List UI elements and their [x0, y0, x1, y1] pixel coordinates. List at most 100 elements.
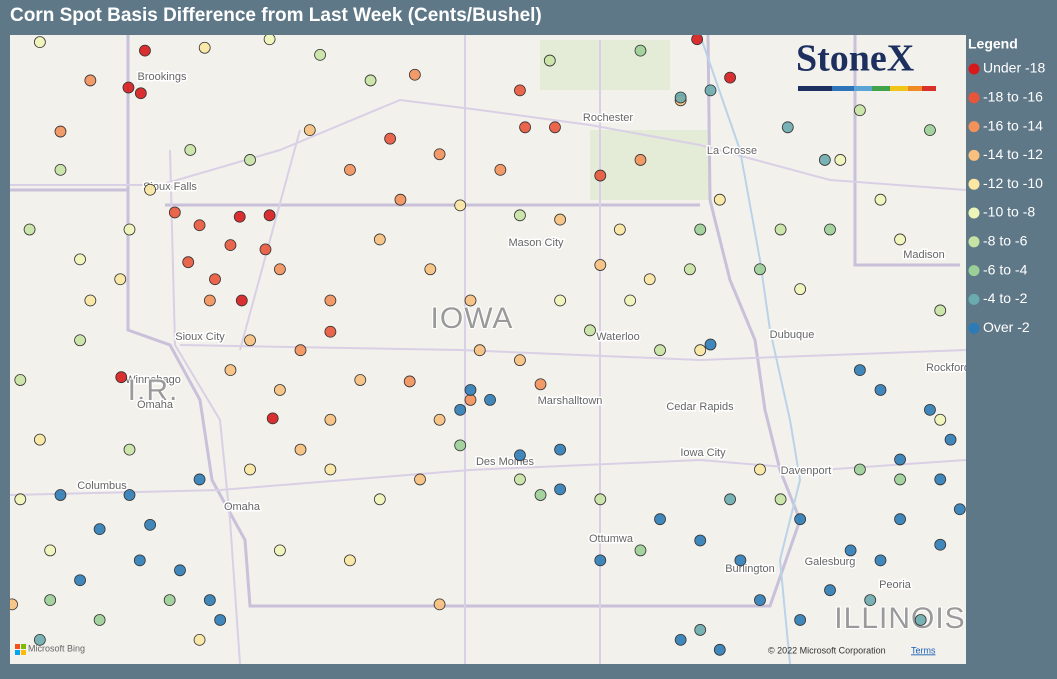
location-dot	[674, 91, 687, 104]
terms-link[interactable]: Terms	[911, 645, 936, 655]
points	[10, 35, 966, 656]
map-background	[10, 35, 966, 664]
place-label: Brookings	[138, 71, 187, 83]
location-dot	[519, 121, 531, 134]
legend-swatch	[968, 236, 980, 248]
location-dot	[193, 473, 206, 486]
location-dot	[894, 453, 906, 466]
location-dot	[10, 598, 18, 611]
location-dot	[818, 154, 831, 166]
location-dot	[824, 584, 836, 597]
region-label: IOWA	[431, 302, 514, 335]
location-dot	[484, 394, 496, 406]
legend-label: -14 to -12	[983, 146, 1043, 162]
location-dot	[84, 74, 97, 87]
location-dot	[944, 433, 957, 446]
location-dot	[114, 273, 127, 286]
place-label: Madison	[903, 249, 945, 261]
location-dot	[494, 163, 507, 176]
place-label: Cedar Rapids	[666, 401, 734, 413]
location-dot	[93, 614, 106, 626]
location-dot	[174, 564, 186, 577]
location-dot	[54, 163, 67, 176]
location-dot	[33, 633, 46, 646]
location-dot	[464, 294, 477, 307]
location-dot	[54, 489, 67, 501]
location-dot	[594, 554, 607, 567]
location-dot	[314, 48, 326, 61]
legend-swatch	[968, 207, 980, 219]
place-label: La Crosse	[707, 145, 757, 157]
location-dot	[424, 263, 437, 276]
location-dot	[624, 294, 637, 307]
location-dot	[324, 413, 337, 426]
location-dot	[594, 493, 607, 506]
place-label: Des Moines	[476, 456, 535, 468]
legend-label: -10 to -8	[983, 204, 1035, 220]
location-dot	[654, 344, 666, 357]
location-dot	[934, 473, 947, 486]
location-dot	[613, 223, 626, 236]
location-dot	[774, 223, 787, 236]
place-label: Galesburg	[805, 556, 856, 568]
location-dot	[203, 294, 216, 307]
location-dot	[554, 294, 567, 307]
location-dot	[454, 199, 467, 212]
location-dot	[684, 263, 696, 276]
place-label: Dubuque	[770, 329, 815, 341]
location-dot	[123, 489, 136, 501]
location-dot	[894, 473, 906, 486]
location-dot	[654, 513, 666, 526]
legend-swatch	[968, 149, 980, 161]
place-label: Waterloo	[596, 331, 640, 343]
location-dot	[464, 384, 477, 396]
location-dot	[594, 259, 607, 271]
location-dot	[274, 384, 286, 396]
legend-label: -18 to -16	[983, 89, 1043, 105]
location-dot	[643, 273, 656, 286]
location-dot	[244, 463, 256, 476]
place-label: Mason City	[508, 237, 564, 249]
location-dot	[694, 344, 707, 357]
location-dot	[953, 503, 966, 516]
location-dot	[514, 209, 526, 222]
place-label: Burlington	[725, 563, 775, 575]
location-dot	[408, 68, 421, 81]
location-dot	[924, 124, 936, 137]
location-dot	[244, 334, 256, 347]
location-dot	[209, 273, 221, 286]
location-dot	[198, 41, 211, 54]
location-dot	[853, 104, 866, 117]
location-dot	[122, 81, 135, 94]
location-dot	[774, 493, 787, 506]
legend-swatch	[968, 63, 980, 75]
location-dot	[74, 574, 86, 587]
legend: Legend Under -18 -18 to -16 -16 to -14 -14 …	[968, 36, 1045, 335]
location-dot	[894, 513, 906, 526]
location-dot	[168, 206, 181, 219]
place-label: Rockford	[926, 362, 970, 374]
location-dot	[704, 338, 717, 351]
location-dot	[554, 483, 567, 496]
place-label: Rochester	[583, 112, 633, 124]
location-dot	[33, 433, 46, 446]
location-dot	[182, 256, 195, 269]
location-dot	[794, 283, 807, 296]
location-dot	[473, 344, 486, 357]
location-dot	[704, 84, 717, 97]
location-dot	[354, 374, 367, 386]
location-dot	[403, 375, 416, 388]
location-dot	[691, 35, 704, 46]
place-label: Winnebago	[125, 374, 181, 386]
location-dot	[514, 84, 526, 97]
region-label: ILLINOIS	[834, 602, 965, 635]
location-dot	[373, 493, 386, 506]
place-label: Omaha	[137, 399, 174, 411]
legend-swatch	[968, 121, 980, 133]
location-dot	[263, 35, 276, 46]
location-dot	[244, 154, 256, 166]
location-dot	[274, 263, 286, 276]
legend-swatch	[968, 178, 980, 190]
